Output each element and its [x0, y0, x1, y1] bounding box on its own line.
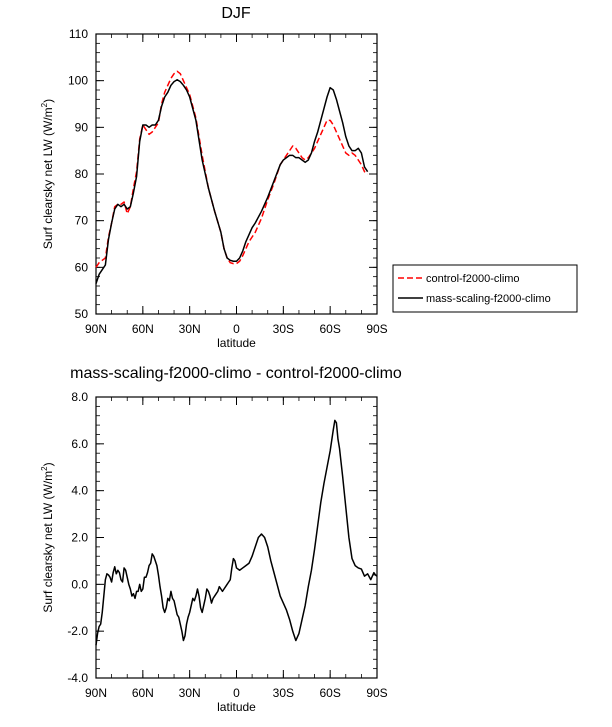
- x-tick-label: 60N: [132, 686, 154, 700]
- y-tick-label: 4.0: [71, 484, 88, 498]
- y-tick-label: 2.0: [71, 531, 88, 545]
- chart-title: mass-scaling-f2000-climo - control-f2000…: [70, 365, 402, 382]
- series-line-mass-scaling-f2000-climo: [95, 78, 369, 284]
- y-tick-label: 6.0: [71, 437, 88, 451]
- legend: control-f2000-climo mass-scaling-f2000-cl…: [392, 264, 578, 313]
- x-tick-label: 90S: [366, 686, 387, 700]
- chart-panel-2: mass-scaling-f2000-climo - control-f2000…: [40, 365, 402, 714]
- y-tick-label: 110: [69, 27, 88, 41]
- series-line-difference: [95, 419, 378, 646]
- y-axis-label: Surf clearsky net LW (W/m2): [40, 99, 55, 249]
- x-tick-label: 90N: [85, 322, 107, 336]
- legend-label: control-f2000-climo: [426, 273, 520, 285]
- x-tick-label: 0: [233, 322, 240, 336]
- legend-box: [392, 264, 578, 313]
- y-tick-label: -2.0: [67, 624, 88, 638]
- plot-frame: [95, 33, 378, 315]
- x-tick-label: 60S: [319, 322, 340, 336]
- y-tick-label: 60: [75, 260, 89, 274]
- x-tick-label: 30N: [179, 322, 201, 336]
- x-tick-label: 0: [233, 686, 240, 700]
- chart-title: DJF: [221, 5, 251, 22]
- plot-frame: [95, 396, 378, 679]
- y-axis-label: Surf clearsky net LW (W/m2): [40, 462, 55, 612]
- chart-panel-1: DJF 90N 60N 30N 0 30S 60S 90S 50 60 70 80 90 100 110 la…: [40, 5, 578, 350]
- x-tick-label: 90S: [366, 322, 387, 336]
- y-tick-label: 100: [68, 74, 88, 88]
- x-tick-label: 60N: [132, 322, 154, 336]
- x-tick-label: 30S: [273, 686, 294, 700]
- x-tick-label: 30S: [273, 322, 294, 336]
- x-tick-label: 30N: [179, 686, 201, 700]
- legend-label: mass-scaling-f2000-climo: [426, 293, 551, 305]
- x-axis-label: latitude: [217, 336, 256, 350]
- y-tick-label: 70: [75, 214, 89, 228]
- y-tick-label: 50: [75, 307, 89, 321]
- x-tick-label: 90N: [85, 686, 107, 700]
- y-tick-label: -4.0: [67, 671, 88, 685]
- y-tick-label: 80: [75, 167, 89, 181]
- y-tick-label: 8.0: [71, 390, 88, 404]
- y-tick-label: 90: [75, 120, 89, 134]
- y-tick-label: 0.0: [71, 577, 88, 591]
- x-tick-label: 60S: [319, 686, 340, 700]
- x-axis-label: latitude: [217, 700, 256, 714]
